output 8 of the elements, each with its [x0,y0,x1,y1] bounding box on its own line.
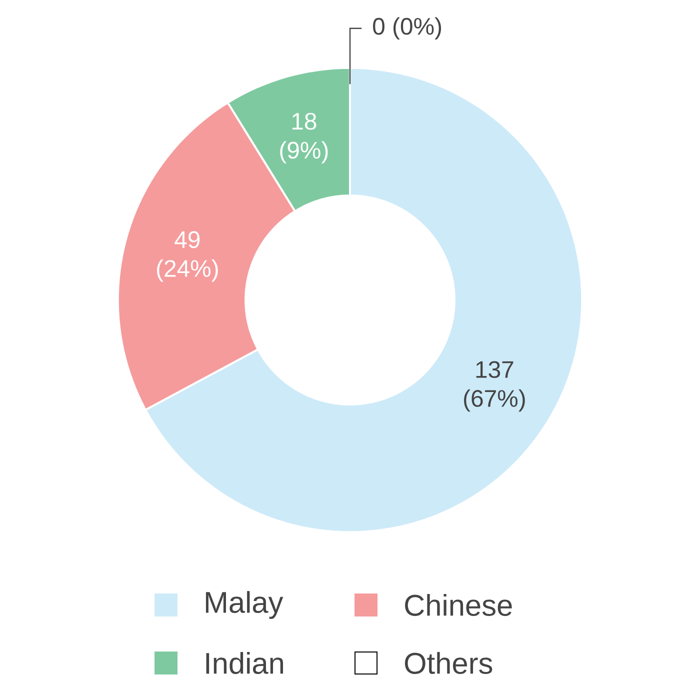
data-label: 49 (24%) [157,231,218,282]
legend-label: Malay [206,591,284,619]
text: 0 (0%) [373,17,442,40]
data-label: 18 (9%) [280,112,328,164]
data-label: 137 (67%) [464,361,525,412]
legend-label: Chinese [405,594,512,616]
legend-label: Indian [206,652,284,674]
legend-label: Others [404,652,492,674]
